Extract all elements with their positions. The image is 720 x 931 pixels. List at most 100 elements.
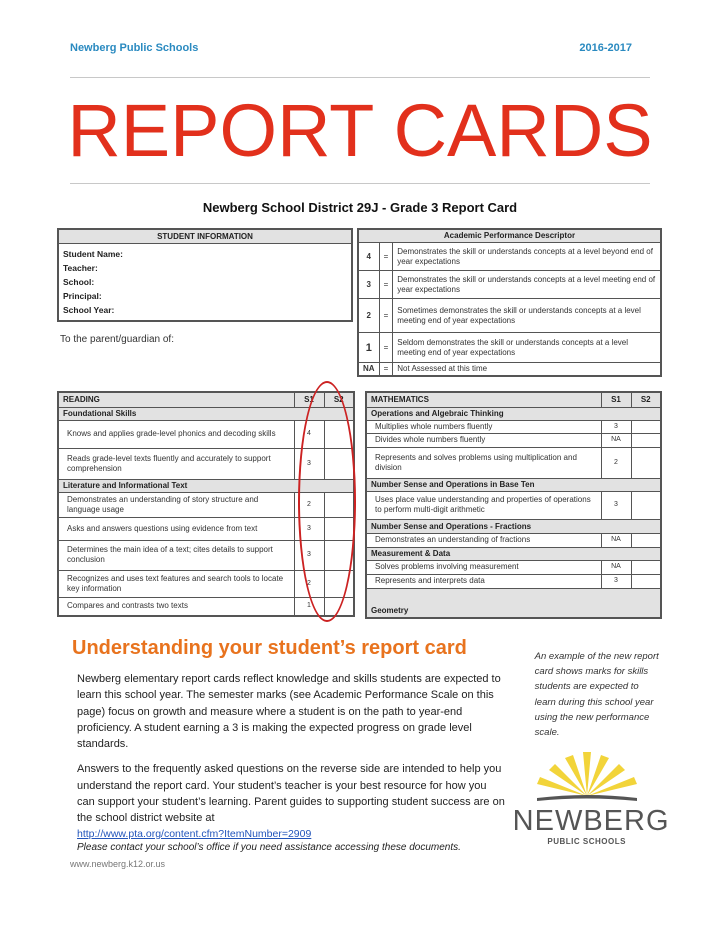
field-teacher: Teacher:: [63, 263, 98, 273]
section-heading: Geometry: [366, 587, 661, 619]
apd-text: Seldom demonstrates the skill or underst…: [392, 332, 662, 363]
skill-text: Represents and solves problems using mul…: [365, 446, 602, 479]
s2-mark: [630, 573, 662, 589]
skill-text: Demonstrates an understanding of story s…: [57, 491, 295, 518]
apd-text: Sometimes demonstrates the skill or unde…: [392, 298, 662, 333]
s2-header: S2: [630, 391, 662, 408]
contact-note: Please contact your school’s office if y…: [77, 841, 461, 853]
s2-header: S2: [323, 391, 355, 408]
section-row: Number Sense and Operations in Base Ten: [366, 477, 661, 492]
explainer-paragraph-1: Newberg elementary report cards reflect …: [77, 673, 501, 751]
apd-text: Not Assessed at this time: [392, 362, 662, 377]
s1-mark: 4: [293, 419, 325, 449]
skill-row: Compares and contrasts two texts 1: [57, 596, 355, 617]
apd-row: 1 = Seldom demonstrates the skill or under…: [357, 332, 662, 363]
report-card-content: STUDENT INFORMATION Student Name: Teache…: [57, 228, 669, 869]
parent-guardian-line: To the parent/guardian of:: [60, 334, 174, 345]
footer-url: www.newberg.k12.or.us: [70, 858, 166, 869]
skill-row: Divides whole numbers fluently NA: [365, 432, 662, 448]
page-title: REPORT CARDS: [67, 89, 653, 172]
section-heading: Foundational Skills: [58, 406, 354, 421]
skill-text: Knows and applies grade-level phonics an…: [57, 419, 295, 449]
skill-row: Demonstrates an understanding of fractio…: [365, 532, 662, 548]
section-row: Number Sense and Operations - Fractions: [366, 518, 661, 534]
pta-link[interactable]: http://www.pta.org/content.cfm?ItemNumbe…: [77, 827, 312, 840]
s1-mark: 2: [600, 446, 632, 479]
logo-subtitle: PUBLIC SCHOOLS: [547, 837, 626, 847]
section-row: Operations and Algebraic Thinking: [366, 406, 661, 421]
divider: [70, 183, 650, 184]
skill-text: Asks and answers questions using evidenc…: [57, 516, 295, 541]
skill-text: Represents and interprets data: [365, 573, 602, 589]
skill-text: Multiplies whole numbers fluently: [365, 419, 602, 434]
skill-row: Represents and solves problems using mul…: [365, 446, 662, 479]
s2-mark: [323, 447, 355, 480]
s1-mark: NA: [600, 532, 632, 548]
skill-row: Asks and answers questions using evidenc…: [57, 516, 355, 541]
s1-header: S1: [293, 391, 325, 408]
apd-heading: Academic Performance Descriptor: [357, 228, 662, 243]
performance-descriptor-table: Academic Performance Descriptor 4 = Demons…: [357, 228, 662, 377]
reading-table: READING S1 S2 Foundational Skills Knows and …: [57, 391, 355, 617]
apd-eq: =: [378, 362, 394, 377]
apd-mark: 3: [357, 270, 380, 299]
apd-eq: =: [378, 298, 394, 333]
section-row: Foundational Skills: [58, 406, 354, 421]
section-heading: Measurement & Data: [366, 546, 661, 561]
newberg-logo: NEWBERG PUBLIC SCHOOLS: [512, 750, 670, 847]
s1-mark: 2: [293, 569, 325, 598]
skill-text: Compares and contrasts two texts: [57, 596, 295, 617]
s2-mark: [630, 446, 662, 479]
side-caption: An example of the new report card shows …: [534, 651, 659, 739]
field-principal: Principal:: [63, 291, 102, 301]
apd-mark: 1: [357, 332, 380, 363]
s1-mark: 3: [293, 447, 325, 480]
subject-tables: READING S1 S2 Foundational Skills Knows and …: [57, 381, 662, 622]
skill-text: Demonstrates an understanding of fractio…: [365, 532, 602, 548]
skill-row: Demonstrates an understanding of story s…: [57, 491, 355, 518]
s2-mark: [630, 490, 662, 520]
school-year: 2016-2017: [579, 42, 632, 54]
s2-mark: [323, 539, 355, 571]
skill-row: Knows and applies grade-level phonics an…: [57, 419, 355, 449]
s2-mark: [630, 559, 662, 575]
apd-eq: =: [378, 270, 394, 299]
skill-row: Represents and interprets data 3: [365, 573, 662, 589]
skill-text: Solves problems involving measurement: [365, 559, 602, 575]
explainer-paragraph-2: Answers to the frequently asked question…: [77, 763, 505, 825]
apd-row: 4 = Demonstrates the skill or understands …: [357, 242, 662, 271]
apd-row: 2 = Sometimes demonstrates the skill or un…: [357, 298, 662, 333]
section-heading: Operations and Algebraic Thinking: [366, 406, 661, 421]
student-info-heading: STUDENT INFORMATION: [59, 230, 351, 244]
apd-mark: 4: [357, 242, 380, 271]
skill-row: Determines the main idea of a text; cite…: [57, 539, 355, 571]
apd-eq: =: [378, 242, 394, 271]
explainer-side: An example of the new report card shows …: [513, 649, 669, 846]
section-row: Measurement & Data: [366, 546, 661, 561]
explainer-section: Understanding your student’s report card…: [57, 637, 669, 869]
skill-row: Solves problems involving measurement NA: [365, 559, 662, 575]
math-heading: MATHEMATICS: [365, 391, 602, 408]
skill-row: Recognizes and uses text features and se…: [57, 569, 355, 598]
field-school: School:: [63, 277, 95, 287]
skill-text: Uses place value understanding and prope…: [365, 490, 602, 520]
skill-row: Multiplies whole numbers fluently 3: [365, 419, 662, 434]
field-school-year: School Year:: [63, 305, 115, 315]
s2-mark: [323, 491, 355, 518]
section-heading: Number Sense and Operations in Base Ten: [366, 477, 661, 492]
section-heading: Literature and Informational Text: [58, 478, 354, 493]
apd-row: 3 = Demonstrates the skill or understands …: [357, 270, 662, 299]
explainer-heading: Understanding your student’s report card: [72, 637, 467, 659]
student-information-box: STUDENT INFORMATION Student Name: Teache…: [57, 228, 353, 322]
s1-mark: 3: [293, 516, 325, 541]
s1-mark: 3: [600, 573, 632, 589]
s1-mark: 3: [600, 490, 632, 520]
field-student-name: Student Name:: [63, 249, 123, 259]
s2-mark: [630, 532, 662, 548]
skill-row: Uses place value understanding and prope…: [365, 490, 662, 520]
apd-mark: NA: [357, 362, 380, 377]
reading-heading: READING: [57, 391, 295, 408]
logo-name: NEWBERG: [512, 805, 670, 838]
apd-row: NA = Not Assessed at this time: [357, 362, 662, 377]
apd-text: Demonstrates the skill or understands co…: [392, 270, 662, 299]
